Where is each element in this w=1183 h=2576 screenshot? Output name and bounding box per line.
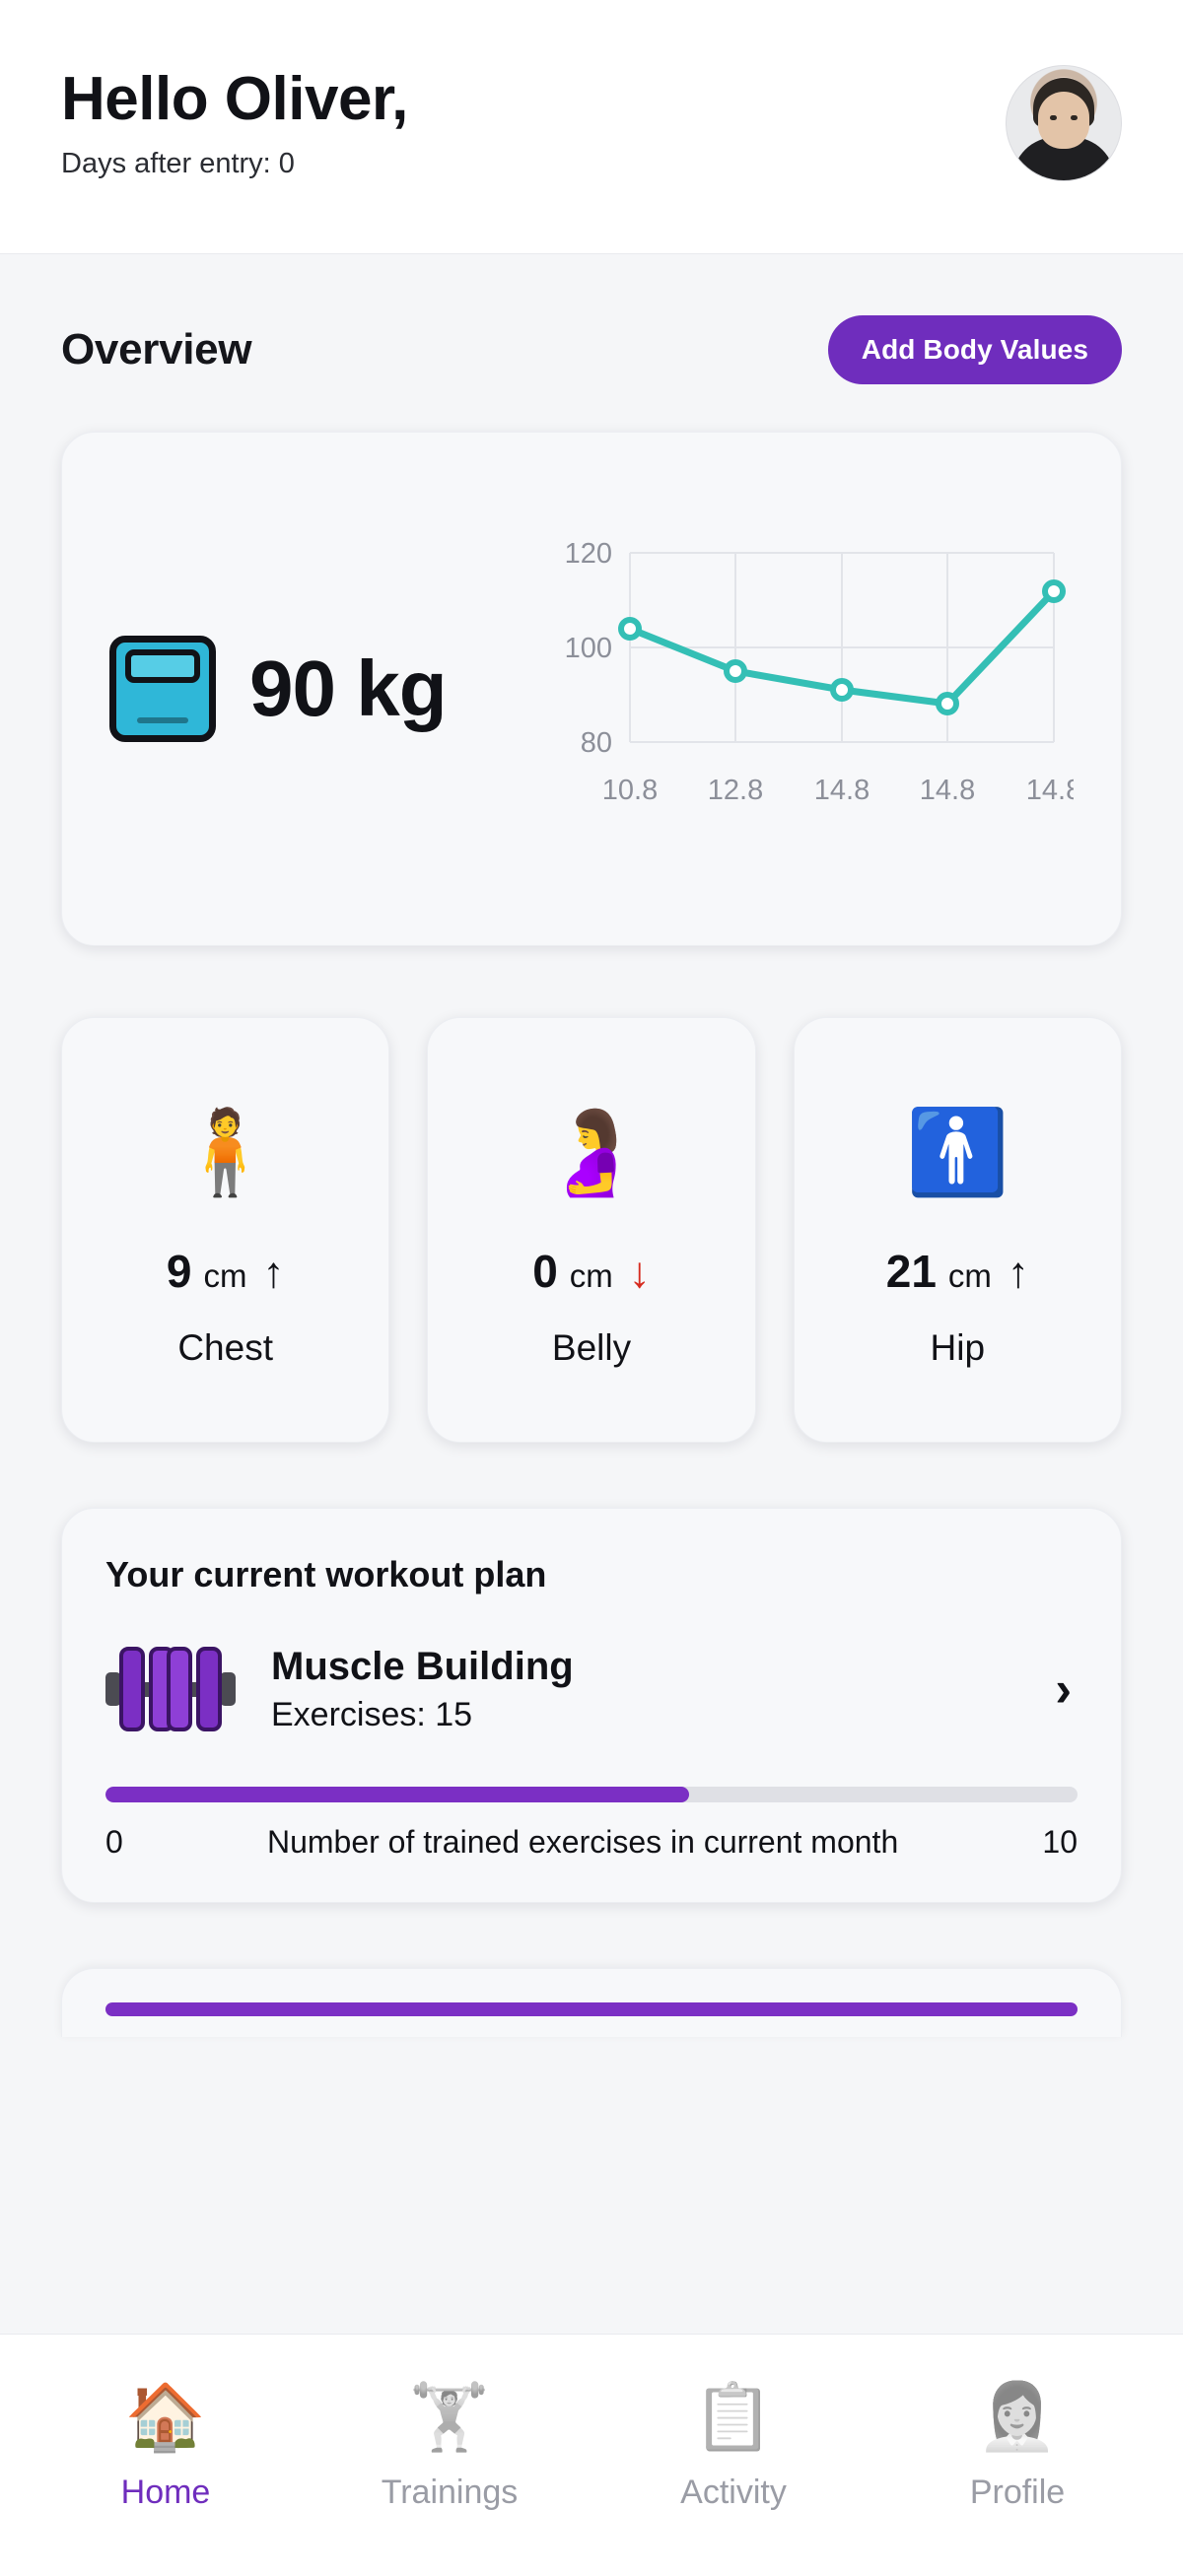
chart-y-tick-labels: 120 100 80 bbox=[565, 538, 612, 759]
weight-card[interactable]: 90 kg 120 100 bbox=[61, 432, 1122, 946]
x-tick-1: 12.8 bbox=[708, 775, 763, 806]
chest-value: 9 bbox=[166, 1246, 192, 1297]
chest-icon: 🧍 bbox=[174, 1106, 277, 1198]
dumbbell-plate-3 bbox=[167, 1647, 192, 1731]
chest-value-row: 9 cm ↑ bbox=[167, 1245, 285, 1298]
belly-icon: 🤰 bbox=[539, 1106, 644, 1198]
hip-unit: cm bbox=[947, 1257, 992, 1294]
days-after-entry-label: Days after entry: 0 bbox=[61, 148, 295, 180]
chart-point-4 bbox=[1042, 579, 1066, 603]
chart-point-1 bbox=[724, 659, 747, 683]
chest-unit: cm bbox=[203, 1257, 247, 1294]
greeting-block: Hello Oliver, Days after entry: 0 bbox=[61, 61, 408, 180]
belly-trend-down-icon: ↓ bbox=[628, 1249, 651, 1297]
dumbbell-cap-left bbox=[105, 1672, 121, 1706]
y-tick-80: 80 bbox=[581, 727, 612, 759]
chart-point-3 bbox=[936, 692, 959, 715]
dumbbell-icon bbox=[105, 1635, 236, 1743]
nav-item-trainings[interactable]: 🏋️ Trainings bbox=[308, 2381, 592, 2512]
workout-plan-exercises: Exercises: 15 bbox=[271, 1695, 473, 1733]
progress-legend: 0 Number of trained exercises in current… bbox=[105, 1824, 1078, 1861]
hip-value: 21 bbox=[885, 1246, 937, 1297]
dumbbell-plate-4 bbox=[196, 1647, 222, 1731]
main-content: Overview Add Body Values 90 kg bbox=[0, 254, 1183, 2334]
y-tick-120: 120 bbox=[565, 538, 612, 570]
hip-label: Hip bbox=[930, 1327, 986, 1368]
next-card-progress-bar bbox=[105, 2002, 1078, 2016]
x-tick-0: 10.8 bbox=[602, 775, 658, 806]
chart-gridlines bbox=[629, 552, 1055, 743]
measurement-cards: 🧍 9 cm ↑ Chest 🤰 0 cm ↓ Belly 🚹 bbox=[61, 1017, 1122, 1443]
belly-unit: cm bbox=[569, 1257, 613, 1294]
chevron-right-icon[interactable]: › bbox=[1055, 1661, 1072, 1717]
avatar-face bbox=[1038, 92, 1089, 149]
overview-title: Overview bbox=[61, 325, 252, 373]
progress-bar bbox=[105, 1787, 1078, 1802]
belly-label: Belly bbox=[551, 1327, 632, 1368]
workout-plan-card[interactable]: Your current workout plan Muscle Buildin… bbox=[61, 1508, 1122, 1903]
scale-display bbox=[125, 649, 200, 683]
weight-chart[interactable]: 120 100 80 10.8 12.8 bbox=[502, 531, 1074, 847]
nav-label-home: Home bbox=[120, 2474, 211, 2511]
avatar-eye-left bbox=[1050, 115, 1057, 120]
y-tick-100: 100 bbox=[565, 633, 612, 664]
chest-label: Chest bbox=[177, 1327, 273, 1368]
bottom-navigation: 🏠 Home 🏋️ Trainings 📋 Activity 👩‍💼 Profi… bbox=[0, 2334, 1183, 2576]
activity-icon: 📋 bbox=[692, 2380, 775, 2453]
nav-label-activity: Activity bbox=[680, 2474, 787, 2511]
chart-point-2 bbox=[830, 678, 854, 702]
progress-max-label: 10 bbox=[1042, 1824, 1078, 1860]
home-icon: 🏠 bbox=[124, 2380, 207, 2453]
x-tick-2: 14.8 bbox=[814, 775, 870, 806]
avatar[interactable] bbox=[1006, 65, 1122, 181]
add-body-values-button[interactable]: Add Body Values bbox=[827, 315, 1122, 384]
avatar-eye-right bbox=[1071, 115, 1078, 120]
profile-icon: 👩‍💼 bbox=[976, 2380, 1059, 2453]
hip-icon: 🚹 bbox=[906, 1106, 1009, 1198]
workout-plan-row[interactable]: Muscle Building Exercises: 15 › bbox=[105, 1635, 1078, 1743]
nav-label-trainings: Trainings bbox=[381, 2474, 519, 2511]
nav-item-profile[interactable]: 👩‍💼 Profile bbox=[875, 2381, 1159, 2512]
progress-min-label: 0 bbox=[105, 1824, 123, 1860]
dumbbell-cap-right bbox=[220, 1672, 236, 1706]
chest-trend-up-icon: ↑ bbox=[262, 1249, 285, 1297]
next-card-peek[interactable] bbox=[61, 1968, 1122, 2037]
weight-chart-svg: 120 100 80 10.8 12.8 bbox=[565, 538, 1074, 806]
belly-value-row: 0 cm ↓ bbox=[532, 1245, 651, 1298]
belly-value: 0 bbox=[532, 1246, 558, 1297]
x-tick-4: 14.8 bbox=[1026, 775, 1074, 806]
page-title: Hello Oliver, bbox=[61, 65, 408, 133]
chart-point-0 bbox=[618, 617, 642, 641]
measurement-card-hip[interactable]: 🚹 21 cm ↑ Hip bbox=[793, 1017, 1122, 1443]
weight-value: 90 kg bbox=[249, 644, 448, 732]
scale-icon bbox=[109, 636, 216, 742]
trainings-icon: 🏋️ bbox=[408, 2380, 491, 2453]
workout-plan-text: Muscle Building Exercises: 15 bbox=[271, 1645, 574, 1734]
overview-section-header: Overview Add Body Values bbox=[61, 315, 1122, 384]
workout-plan-name: Muscle Building bbox=[271, 1644, 574, 1688]
progress-caption: Number of trained exercises in current m… bbox=[266, 1824, 899, 1860]
measurement-card-belly[interactable]: 🤰 0 cm ↓ Belly bbox=[427, 1017, 756, 1443]
x-tick-3: 14.8 bbox=[920, 775, 975, 806]
nav-item-home[interactable]: 🏠 Home bbox=[24, 2381, 308, 2512]
nav-label-profile: Profile bbox=[969, 2474, 1066, 2511]
progress-bar-fill bbox=[105, 1787, 689, 1802]
chart-points bbox=[618, 579, 1066, 715]
hip-trend-up-icon: ↑ bbox=[1007, 1249, 1029, 1297]
scale-footline bbox=[137, 717, 188, 723]
header: Hello Oliver, Days after entry: 0 bbox=[0, 0, 1183, 254]
measurement-card-chest[interactable]: 🧍 9 cm ↑ Chest bbox=[61, 1017, 390, 1443]
chart-x-tick-labels: 10.8 12.8 14.8 14.8 14.8 bbox=[602, 775, 1074, 806]
workout-plan-title: Your current workout plan bbox=[105, 1554, 547, 1594]
dumbbell-plate-1 bbox=[119, 1647, 145, 1731]
nav-item-activity[interactable]: 📋 Activity bbox=[592, 2381, 875, 2512]
hip-value-row: 21 cm ↑ bbox=[886, 1245, 1029, 1298]
